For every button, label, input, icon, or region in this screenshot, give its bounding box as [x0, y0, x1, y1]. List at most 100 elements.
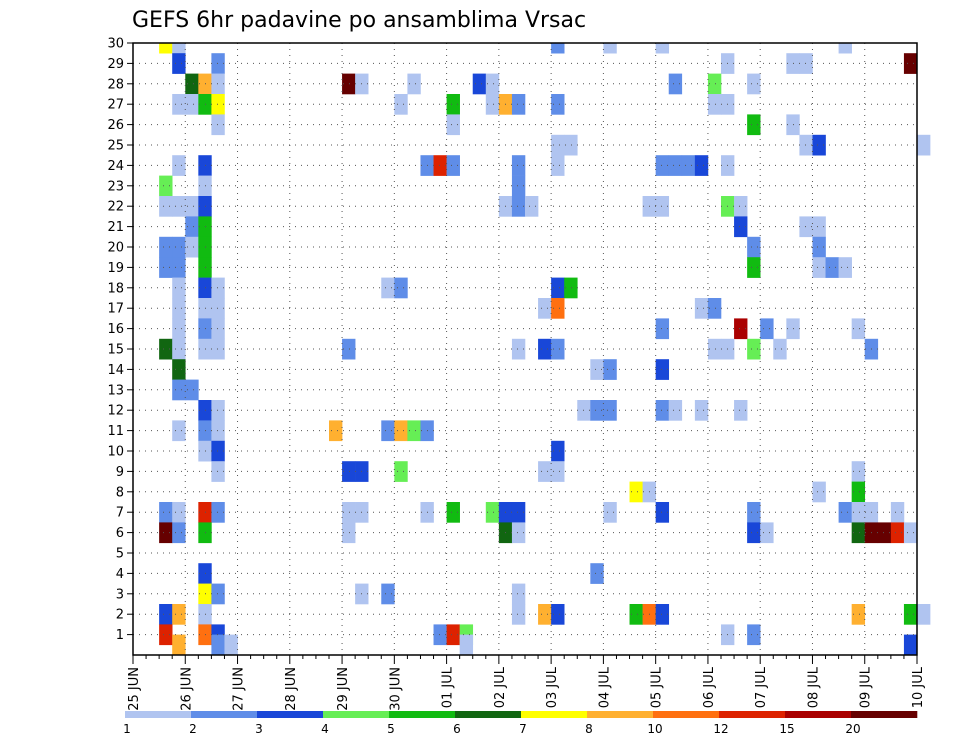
- y-tick-label: 9: [116, 465, 124, 480]
- x-tick-label: 01 JUL: [441, 666, 456, 708]
- heatmap-cell: [668, 73, 683, 95]
- heatmap-cell: [172, 379, 186, 401]
- x-tick-label: 07 JUL: [754, 666, 769, 708]
- heatmap-cell: [342, 461, 356, 482]
- heatmap-cell: [511, 175, 526, 197]
- heatmap-cell: [734, 318, 748, 340]
- legend-label: 12: [713, 722, 728, 736]
- heatmap-cell: [747, 338, 761, 360]
- heatmap-cell: [172, 634, 186, 656]
- heatmap-cell: [185, 379, 199, 401]
- legend-label: 15: [779, 722, 794, 736]
- heatmap-cell: [603, 359, 617, 380]
- heatmap-cell: [159, 257, 173, 278]
- y-tick-label: 29: [107, 57, 124, 72]
- heatmap-cell: [211, 73, 225, 95]
- heatmap-cell: [747, 522, 761, 544]
- y-tick-label: 19: [107, 261, 124, 276]
- y-tick-label: 30: [107, 37, 124, 52]
- heatmap-cell: [511, 196, 526, 217]
- heatmap-cell: [903, 53, 918, 74]
- heatmap-cell: [211, 318, 225, 340]
- y-tick-label: 2: [116, 608, 124, 623]
- heatmap-cell: [159, 338, 173, 360]
- heatmap-cell: [159, 196, 173, 217]
- heatmap-cell: [511, 502, 526, 523]
- y-tick-label: 22: [107, 200, 124, 215]
- heatmap-cell: [159, 604, 173, 625]
- heatmap-cell: [407, 420, 421, 442]
- heatmap-cell: [551, 338, 565, 360]
- heatmap-cell: [851, 604, 866, 625]
- heatmap-cell: [342, 73, 356, 95]
- heatmap-cell: [812, 257, 826, 278]
- heatmap-cell: [511, 583, 526, 605]
- heatmap-cell: [917, 134, 931, 156]
- heatmap-cell: [655, 502, 670, 523]
- heatmap-cell: [707, 94, 722, 115]
- heatmap-cell: [446, 94, 460, 115]
- heatmap-cell: [538, 338, 552, 360]
- heatmap-cell: [760, 318, 774, 340]
- heatmap-cell: [812, 134, 826, 156]
- heatmap-cell: [838, 43, 852, 54]
- heatmap-cell: [224, 634, 238, 656]
- heatmap-cell: [159, 236, 173, 258]
- y-tick-label: 18: [107, 281, 124, 296]
- heatmap-cell: [172, 298, 186, 319]
- legend-swatch: [587, 711, 654, 718]
- heatmap-cell: [185, 94, 199, 115]
- heatmap-cell: [538, 604, 552, 625]
- heatmap-cell: [812, 216, 826, 238]
- heatmap-cell: [185, 236, 199, 258]
- heatmap-cell: [747, 257, 761, 278]
- y-tick-label: 21: [107, 220, 124, 235]
- y-axis: 1234567891011121314151617181920212223242…: [107, 37, 133, 643]
- y-tick-label: 16: [107, 322, 124, 337]
- heatmap-cell: [342, 522, 356, 544]
- heatmap-cell: [446, 114, 460, 136]
- y-tick-label: 1: [116, 628, 124, 643]
- heatmap-cell: [172, 196, 186, 217]
- heatmap-cell: [159, 624, 173, 646]
- heatmap-cell: [734, 196, 748, 217]
- heatmap-cell: [851, 502, 866, 523]
- heatmap-cell: [707, 298, 722, 319]
- heatmap-cells: [159, 43, 931, 656]
- heatmap-cell: [211, 338, 225, 360]
- heatmap-cell: [655, 155, 670, 176]
- x-tick-label: 25 JUN: [127, 667, 142, 711]
- heatmap-cell: [381, 277, 395, 299]
- heatmap-cell: [172, 257, 186, 278]
- heatmap-cell: [172, 359, 186, 380]
- y-tick-label: 28: [107, 77, 124, 92]
- heatmap-cell: [668, 400, 683, 421]
- heatmap-cell: [629, 481, 643, 503]
- heatmap-cell: [551, 94, 565, 115]
- x-tick-label: 29 JUN: [336, 667, 351, 711]
- heatmap-cell: [799, 134, 813, 156]
- heatmap-cell: [172, 318, 186, 340]
- heatmap-cell: [211, 502, 225, 523]
- heatmap-cell: [185, 196, 199, 217]
- heatmap-cell: [211, 461, 225, 482]
- x-tick-label: 26 JUN: [179, 667, 194, 711]
- heatmap-cell: [551, 461, 565, 482]
- heatmap-cell: [747, 73, 761, 95]
- legend-label: 6: [453, 722, 461, 736]
- heatmap-cell: [799, 216, 813, 238]
- legend-label: 20: [845, 722, 860, 736]
- heatmap-cell: [603, 502, 617, 523]
- heatmap-cell: [172, 236, 186, 258]
- heatmap-cell: [485, 502, 500, 523]
- heatmap-cell: [760, 522, 774, 544]
- chart-title: GEFS 6hr padavine po ansamblima Vrsac: [132, 8, 586, 33]
- heatmap-cell: [185, 216, 199, 238]
- heatmap-cell: [603, 43, 617, 54]
- legend: 1 2 3 4 5 6 7 8 10 12 15 20: [123, 711, 918, 736]
- y-tick-label: 13: [107, 383, 124, 398]
- y-tick-label: 7: [116, 506, 124, 521]
- x-tick-label: 06 JUL: [702, 666, 717, 708]
- heatmap-cell: [655, 43, 670, 54]
